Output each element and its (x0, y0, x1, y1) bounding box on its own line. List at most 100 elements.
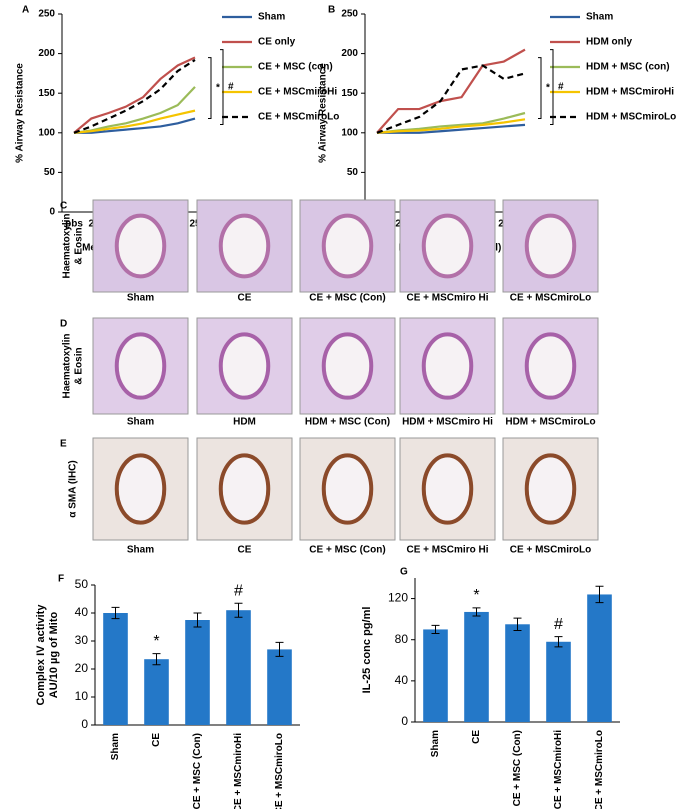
legend-label: Sham (586, 12, 613, 23)
series-line (73, 109, 196, 134)
y-tick-label: 100 (38, 127, 55, 138)
y-tick-label: 150 (341, 88, 358, 99)
error-bar (111, 606, 120, 620)
panel-letter: D (60, 319, 67, 330)
significance-mark: * (473, 587, 479, 604)
y-axis-label: % Airway Resistance (318, 63, 329, 163)
error-bar (431, 624, 440, 635)
airway (421, 453, 474, 525)
airway (524, 213, 577, 279)
airway (321, 213, 374, 279)
caption: CE + MSC (Con) (309, 293, 385, 304)
significance-mark: * (546, 83, 550, 94)
airway (114, 213, 167, 279)
significance-bracket (220, 49, 224, 126)
airway (524, 332, 577, 400)
caption: HDM + MSCmiroLo (505, 417, 595, 428)
caption: CE + MSCmiro Hi (407, 293, 489, 304)
bar (144, 659, 169, 725)
caption: Sham (127, 417, 154, 428)
y-axis-label: % Airway Resistance (15, 63, 26, 163)
significance-mark: # (554, 616, 563, 633)
panel-letter: E (60, 439, 67, 450)
caption: CE (238, 293, 252, 304)
caption: HDM (233, 417, 256, 428)
legend-label: HDM + MSCmiroLo (586, 112, 676, 123)
error-bar (152, 653, 161, 666)
panel-letter: A (22, 5, 29, 16)
x-tick-label: Sham (430, 730, 441, 757)
legend-label: CE only (258, 37, 296, 48)
significance-mark: # (228, 82, 234, 93)
y-tick-label: 50 (44, 167, 56, 178)
bar (464, 611, 489, 722)
x-tick-label: CE (471, 730, 482, 744)
y-tick-label: 100 (341, 127, 358, 138)
series-line (377, 123, 526, 134)
series-line (376, 118, 526, 134)
bar (226, 610, 251, 725)
panel-letter: F (58, 574, 64, 585)
x-tick-label: CE + MSCmiroHi (553, 730, 564, 809)
y-tick-label: 80 (395, 632, 409, 646)
y-tick-label: 20 (75, 661, 89, 675)
y-tick-label: 250 (341, 9, 358, 20)
y-tick-label: 0 (49, 207, 55, 218)
y-tick-label: 250 (38, 9, 55, 20)
bar (185, 620, 210, 725)
caption: CE + MSCmiro Hi (407, 545, 489, 556)
bar (267, 649, 292, 725)
bar (103, 613, 128, 725)
error-bar (275, 641, 284, 657)
error-bar (554, 636, 563, 648)
y-tick-label: 200 (38, 48, 55, 59)
y-tick-label: 150 (38, 88, 55, 99)
caption: CE + MSC (Con) (309, 545, 385, 556)
y-tick-label: 30 (75, 633, 89, 647)
bar (546, 641, 571, 722)
panel-letter: C (60, 201, 67, 212)
caption: Sham (127, 545, 154, 556)
airway (114, 332, 167, 400)
caption: HDM + MSC (Con) (305, 417, 390, 428)
legend-label: CE + MSCmiroLo (258, 112, 339, 123)
series-line (74, 117, 196, 134)
y-tick-label: 50 (347, 167, 359, 178)
significance-mark: * (216, 83, 220, 94)
error-bar (513, 617, 522, 631)
airway (114, 453, 167, 525)
airway (524, 453, 577, 525)
airway (321, 332, 374, 400)
airway (321, 453, 374, 525)
error-bar (595, 585, 604, 604)
error-bar (193, 612, 202, 628)
y-tick-label: 40 (75, 605, 89, 619)
error-bar (472, 607, 481, 617)
panel-letter: G (400, 567, 408, 578)
series-line (376, 64, 526, 134)
y-axis-label: AU/10 µg of Mito (48, 612, 60, 699)
y-tick-label: 200 (341, 48, 358, 59)
x-tick-label: CE + MSC (Con) (512, 730, 523, 806)
x-tick-label: CE (151, 733, 162, 747)
caption: CE (238, 545, 252, 556)
caption: CE + MSCmiroLo (510, 293, 591, 304)
y-tick-label: 10 (75, 689, 89, 703)
caption: HDM + MSCmiro Hi (402, 417, 493, 428)
airway (218, 332, 271, 400)
caption: CE + MSCmiroLo (510, 545, 591, 556)
airway (218, 213, 271, 279)
bar (423, 629, 448, 722)
error-bar (234, 602, 243, 618)
airway (421, 332, 474, 400)
series-line (73, 56, 196, 134)
airway (421, 213, 474, 279)
x-tick-label: 2 (89, 219, 95, 230)
significance-bracket (538, 57, 542, 120)
y-tick-label: 120 (388, 591, 408, 605)
row-label: Haematoxylin (62, 333, 73, 398)
legend-label: HDM + MSCmiroHi (586, 87, 674, 98)
significance-mark: # (234, 582, 243, 599)
